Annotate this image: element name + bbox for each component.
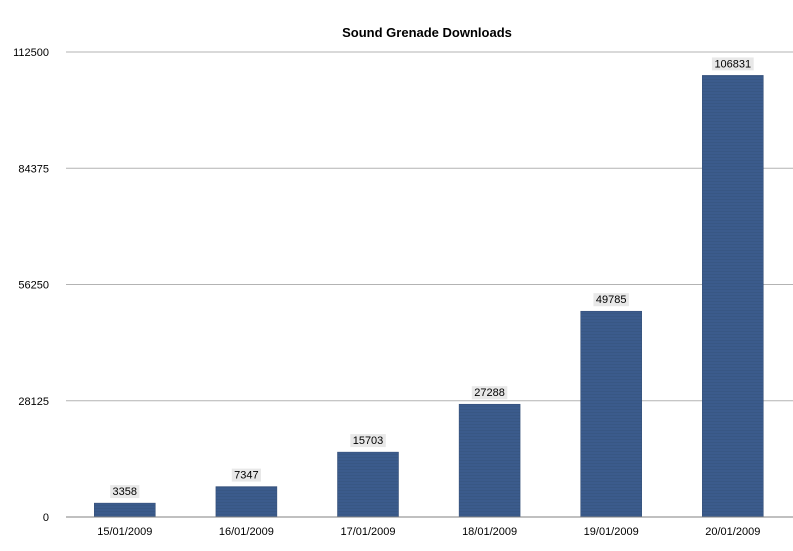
data-label: 49785 [596,294,627,306]
y-tick-label: 0 [43,512,49,524]
x-tick-label: 18/01/2009 [462,526,517,538]
data-label-background [350,434,386,448]
x-tick-label: 19/01/2009 [584,526,639,538]
y-axis-ticks: 0 28125 56250 84375 112500 [13,47,49,524]
y-tick-label: 28125 [18,396,49,408]
bar [215,486,278,518]
bar [337,451,399,518]
y-tick-label: 84375 [18,163,49,175]
chart-title: Sound Grenade Downloads [342,25,512,40]
data-label-background [593,293,629,307]
gridlines [66,51,793,402]
bar [458,403,521,518]
data-labels: 3358 7347 15703 27288 49785 106831 [110,57,754,499]
data-label: 27288 [474,387,505,399]
y-tick-label: 56250 [18,280,49,292]
data-label: 3358 [113,486,137,498]
bar [580,310,642,518]
data-label: 7347 [234,470,258,482]
data-label-background [471,386,508,400]
bar [94,502,156,518]
data-label: 15703 [353,435,384,447]
x-tick-label: 15/01/2009 [97,526,152,538]
data-label: 106831 [714,58,751,70]
y-tick-label: 112500 [13,47,49,59]
data-label-background [110,485,140,499]
data-label-background [711,57,754,71]
x-tick-label: 20/01/2009 [705,526,760,538]
x-axis-ticks: 15/01/2009 16/01/2009 17/01/2009 18/01/2009… [97,526,760,538]
bars [94,75,764,518]
x-tick-label: 17/01/2009 [340,526,395,538]
x-tick-label: 16/01/2009 [219,526,274,538]
bar [702,75,764,518]
data-label-background [231,468,261,482]
